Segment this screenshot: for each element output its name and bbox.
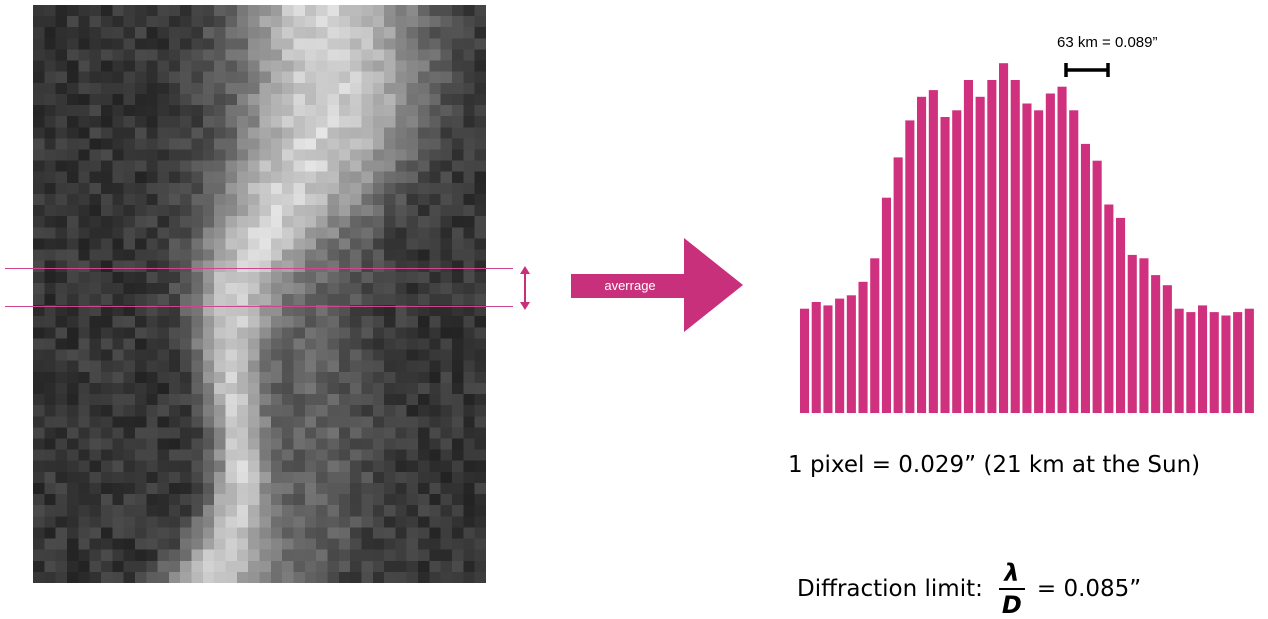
bar-14 — [963, 80, 973, 413]
row-selection-bottom-line — [5, 306, 513, 307]
bar-34 — [1198, 305, 1208, 413]
bar-33 — [1186, 312, 1196, 413]
bar-26 — [1104, 204, 1114, 413]
scale-bar-icon — [1064, 63, 1110, 77]
grayscale-pixel-image — [33, 5, 486, 583]
bar-9 — [905, 120, 915, 414]
bar-20 — [1034, 110, 1044, 414]
bar-19 — [1022, 103, 1032, 413]
bar-18 — [1010, 80, 1020, 413]
bar-29 — [1139, 258, 1149, 413]
bar-25 — [1092, 160, 1102, 413]
bar-4 — [846, 295, 856, 413]
bar-28 — [1127, 254, 1137, 413]
bar-23 — [1069, 110, 1079, 414]
bar-24 — [1080, 143, 1090, 413]
double-arrow-icon — [520, 266, 530, 310]
diffraction-value: = 0.085” — [1036, 576, 1142, 602]
fraction-numerator: λ — [1004, 559, 1020, 587]
bar-31 — [1162, 285, 1172, 413]
bar-30 — [1151, 275, 1161, 413]
average-arrow-label: averrage — [604, 278, 656, 293]
bar-37 — [1233, 312, 1243, 413]
bar-36 — [1221, 315, 1231, 413]
bar-32 — [1174, 308, 1184, 413]
bar-15 — [975, 96, 985, 414]
pixel-scale-note: 1 pixel = 0.029” (21 km at the Sun) — [788, 452, 1201, 478]
pixel-canvas — [33, 5, 486, 583]
scale-bar-label: 63 km = 0.089” — [1057, 34, 1158, 51]
average-arrow-icon — [571, 238, 743, 332]
bar-6 — [870, 258, 880, 413]
bar-17 — [999, 63, 1009, 413]
bar-1 — [811, 302, 821, 413]
lambda-over-d-fraction: λ D — [998, 559, 1025, 619]
row-selection-top-line — [5, 268, 513, 269]
diffraction-label: Diffraction limit: — [797, 576, 983, 602]
bar-21 — [1045, 93, 1055, 413]
bar-8 — [893, 157, 903, 413]
bar-16 — [987, 80, 997, 413]
profile-bar-chart — [800, 63, 1254, 414]
bar-0 — [800, 308, 810, 413]
bar-10 — [917, 96, 927, 414]
bar-3 — [835, 298, 845, 413]
bar-5 — [858, 281, 868, 413]
bar-38 — [1244, 308, 1254, 413]
bar-22 — [1057, 86, 1067, 413]
fraction-denominator: D — [1001, 591, 1022, 619]
bar-13 — [952, 110, 962, 414]
fraction-bar — [998, 588, 1025, 590]
bar-35 — [1209, 312, 1219, 413]
bar-12 — [940, 117, 950, 413]
bar-27 — [1116, 217, 1126, 413]
diffraction-limit-formula: Diffraction limit: λ D = 0.085” — [797, 560, 1141, 618]
bar-7 — [881, 197, 891, 413]
bar-11 — [928, 90, 938, 413]
bar-2 — [823, 305, 833, 413]
